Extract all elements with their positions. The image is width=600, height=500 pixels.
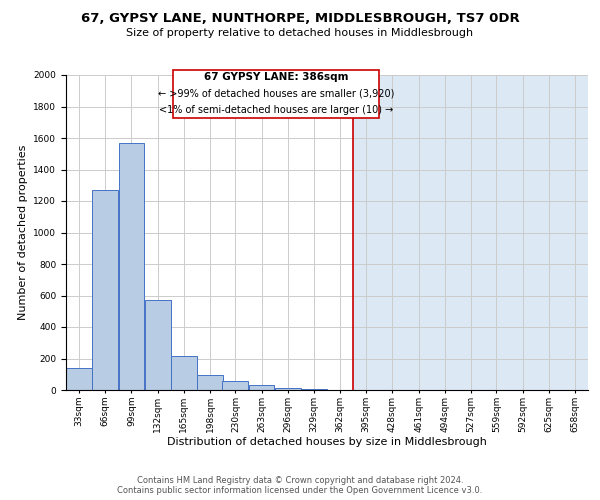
Text: 67 GYPSY LANE: 386sqm: 67 GYPSY LANE: 386sqm: [204, 72, 349, 82]
Bar: [223, 382, 248, 390]
Bar: [92, 190, 118, 390]
Bar: [197, 375, 223, 390]
Text: Contains HM Land Registry data © Crown copyright and database right 2024.: Contains HM Land Registry data © Crown c…: [137, 476, 463, 485]
Bar: [171, 356, 197, 390]
Bar: [119, 142, 145, 390]
Text: 67, GYPSY LANE, NUNTHORPE, MIDDLESBROUGH, TS7 0DR: 67, GYPSY LANE, NUNTHORPE, MIDDLESBROUGH…: [80, 12, 520, 26]
FancyBboxPatch shape: [173, 70, 379, 118]
Text: Contains public sector information licensed under the Open Government Licence v3: Contains public sector information licen…: [118, 486, 482, 495]
Y-axis label: Number of detached properties: Number of detached properties: [18, 145, 28, 320]
Bar: [66, 368, 92, 390]
Text: <1% of semi-detached houses are larger (10) →: <1% of semi-detached houses are larger (…: [159, 104, 394, 115]
Bar: [145, 300, 170, 390]
Bar: [248, 386, 274, 390]
X-axis label: Distribution of detached houses by size in Middlesbrough: Distribution of detached houses by size …: [167, 438, 487, 448]
Text: ← >99% of detached houses are smaller (3,920): ← >99% of detached houses are smaller (3…: [158, 89, 394, 99]
Text: Size of property relative to detached houses in Middlesbrough: Size of property relative to detached ho…: [127, 28, 473, 38]
Bar: [353, 75, 588, 390]
Bar: [301, 389, 327, 390]
Bar: [275, 388, 301, 390]
